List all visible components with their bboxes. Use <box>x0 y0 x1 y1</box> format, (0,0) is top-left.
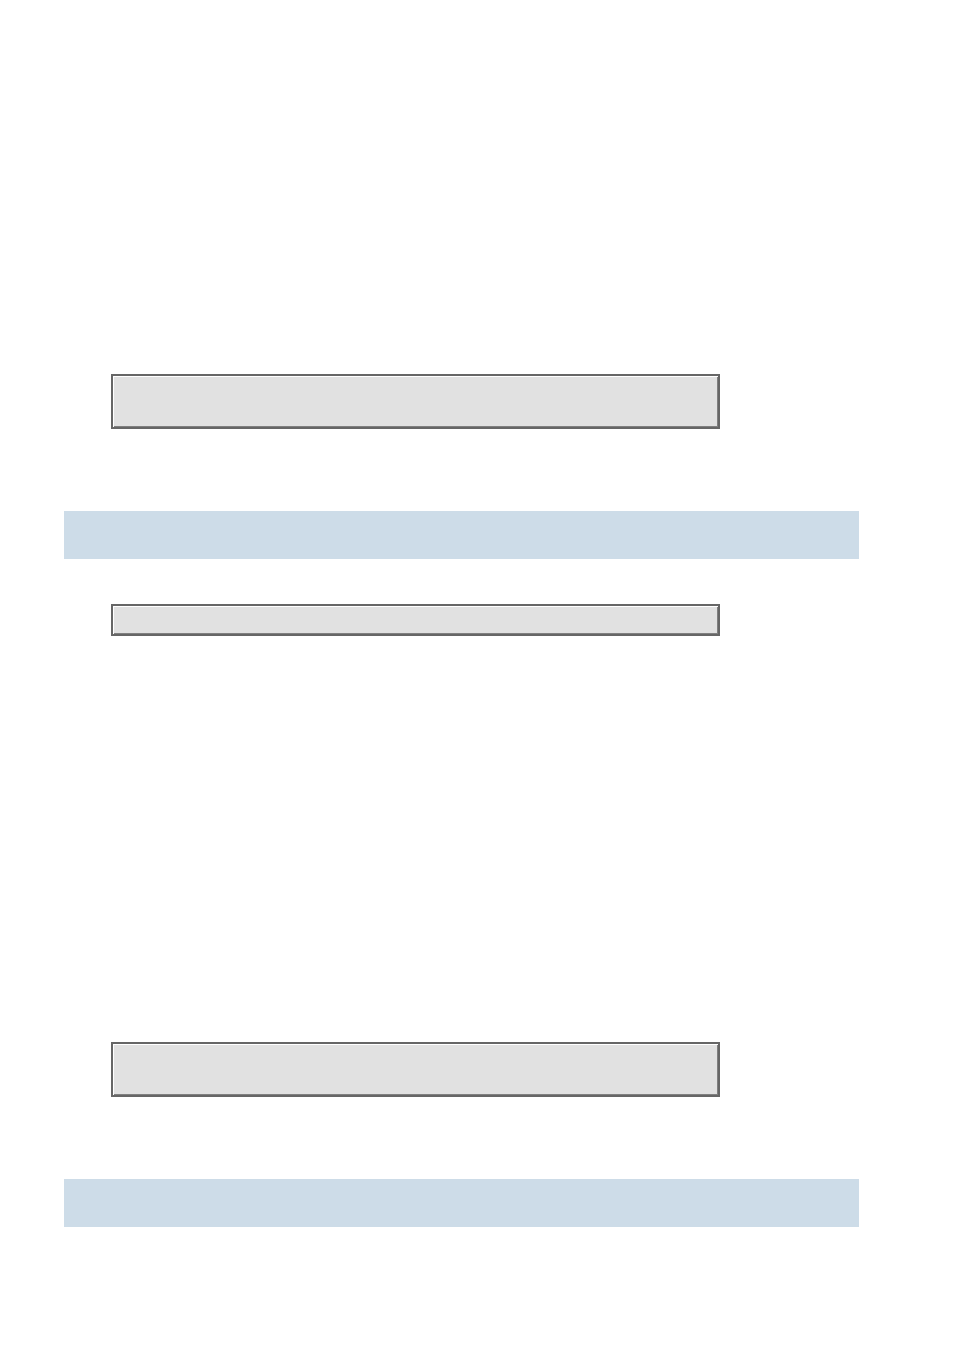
section-banner-1 <box>64 511 859 559</box>
code-box-3 <box>111 1042 720 1097</box>
code-box-2 <box>111 604 720 636</box>
code-box-1 <box>111 374 720 429</box>
section-banner-2 <box>64 1179 859 1227</box>
page <box>0 0 954 1350</box>
